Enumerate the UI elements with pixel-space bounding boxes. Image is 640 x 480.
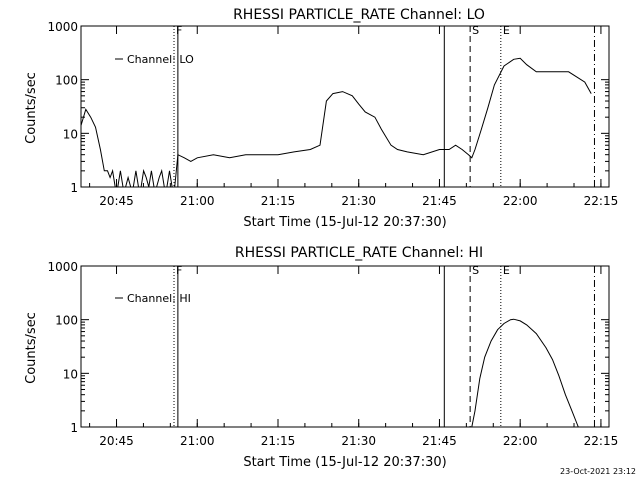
x-axis-label-lo: Start Time (15-Jul-12 20:37:30) <box>243 215 446 230</box>
x-tick-label: 22:15 <box>584 194 619 208</box>
timestamp-footer: 23-Oct-2021 23:12 <box>560 467 636 476</box>
event-marker-label: F <box>176 264 182 277</box>
x-tick-label: 22:15 <box>584 434 619 448</box>
x-tick-label: 21:00 <box>180 194 215 208</box>
y-axis-label-hi: Counts/sec <box>24 312 39 384</box>
legend-label-hi: Channel: HI <box>127 292 191 305</box>
x-tick-label: 21:15 <box>261 434 296 448</box>
plot-frame-lo <box>80 25 610 188</box>
x-tick-label: 20:45 <box>99 194 134 208</box>
y-tick-label: 1 <box>70 421 78 435</box>
event-marker-label: F <box>176 24 182 37</box>
y-tick-label: 1000 <box>47 260 78 274</box>
x-tick-label: 21:00 <box>180 434 215 448</box>
y-tick-label: 10 <box>63 127 78 141</box>
x-tick-label: 21:30 <box>341 194 376 208</box>
x-tick-label: 22:00 <box>503 194 538 208</box>
chart-title-lo: RHESSI PARTICLE_RATE Channel: LO <box>233 7 485 23</box>
series-line-lo <box>80 57 592 188</box>
x-tick-label: 21:45 <box>422 434 457 448</box>
event-marker-label: S <box>472 24 479 37</box>
y-tick-label: 1 <box>70 181 78 195</box>
chart-title-hi: RHESSI PARTICLE_RATE Channel: HI <box>235 245 483 261</box>
legend-label-lo: Channel: LO <box>127 53 194 66</box>
event-marker-label: E <box>503 24 510 37</box>
y-tick-label: 100 <box>55 314 78 328</box>
y-axis-label-lo: Counts/sec <box>24 72 39 144</box>
y-tick-label: 10 <box>63 367 78 381</box>
y-tick-label: 1000 <box>47 20 78 34</box>
x-tick-label: 20:45 <box>99 434 134 448</box>
plot-frame-hi <box>80 265 610 428</box>
x-tick-label: 21:15 <box>261 194 296 208</box>
chart-panel-hi: RHESSI PARTICLE_RATE Channel: HI Start T… <box>24 245 618 470</box>
x-tick-label: 21:30 <box>341 434 376 448</box>
y-tick-label: 100 <box>55 74 78 88</box>
x-tick-label: 21:45 <box>422 194 457 208</box>
chart-panel-lo: RHESSI PARTICLE_RATE Channel: LO Start T… <box>24 7 618 230</box>
series-line-hi <box>471 318 579 428</box>
event-marker-label: S <box>472 264 479 277</box>
event-marker-label: E <box>503 264 510 277</box>
x-axis-label-hi: Start Time (15-Jul-12 20:37:30) <box>243 455 446 470</box>
x-tick-label: 22:00 <box>503 434 538 448</box>
